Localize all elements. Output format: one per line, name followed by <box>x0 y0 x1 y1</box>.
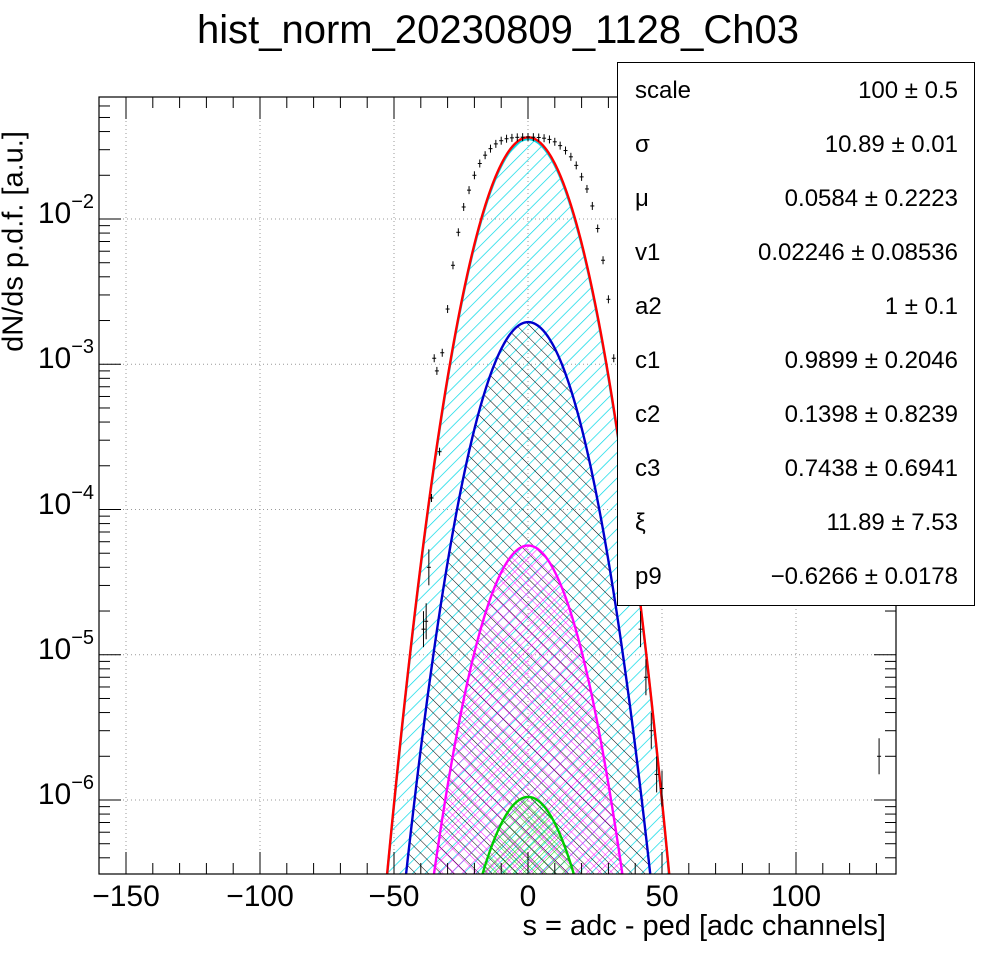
data-point <box>424 603 429 640</box>
y-axis-label: dN/ds p.d.f. [a.u.] <box>0 131 30 352</box>
data-point <box>563 146 568 155</box>
data-point <box>499 136 504 145</box>
data-point <box>445 305 450 314</box>
data-point <box>432 354 437 363</box>
data-point <box>426 549 431 586</box>
param-name: p9 <box>635 563 662 590</box>
param-name: c2 <box>635 401 661 428</box>
fit-curve-line <box>481 795 576 874</box>
param-name: v1 <box>635 239 661 266</box>
data-point <box>434 366 439 375</box>
y-tick-label: 10−5 <box>37 626 94 666</box>
fit-curve-line <box>404 320 652 874</box>
y-tick-label: 10−2 <box>37 191 94 230</box>
data-point <box>552 137 557 146</box>
param-value: 100 ± 0.5 <box>858 77 958 104</box>
param-name: ξ <box>635 509 646 536</box>
data-point <box>638 611 643 648</box>
stat-row: a2 1 ± 0.1 <box>618 279 974 333</box>
param-value: 0.7438 ± 0.6941 <box>784 455 958 482</box>
param-value: 0.1398 ± 0.8239 <box>784 401 958 428</box>
param-name: scale <box>635 77 692 104</box>
data-point <box>547 135 552 144</box>
x-axis-label: s = adc - ped [adc channels] <box>522 910 886 942</box>
data-point <box>584 184 589 193</box>
chart-title: hist_norm_20230809_1128_Ch03 <box>197 8 799 52</box>
data-point <box>536 133 541 142</box>
data-point <box>421 611 426 648</box>
param-name: c1 <box>635 347 661 374</box>
data-point <box>483 151 488 160</box>
data-point <box>488 144 493 153</box>
data-point <box>440 348 445 357</box>
x-tick-label: 0 <box>519 880 537 913</box>
param-name: σ <box>635 131 650 158</box>
data-point <box>643 659 648 696</box>
data-point <box>429 493 434 502</box>
data-point <box>568 152 573 161</box>
data-point <box>574 161 579 170</box>
data-point <box>504 134 509 143</box>
data-point <box>531 133 536 142</box>
param-value: 0.0584 ± 0.2223 <box>784 185 958 212</box>
y-tick-label: 10−6 <box>37 772 94 811</box>
data-point <box>595 224 600 233</box>
x-tick-label: −150 <box>92 880 160 913</box>
data-point <box>660 770 664 807</box>
param-value: −0.6266 ± 0.0178 <box>770 563 958 590</box>
data-point <box>649 712 654 749</box>
data-point <box>456 228 461 237</box>
y-tick-label: 10−4 <box>37 481 94 521</box>
fit-parameters-box: scale 100 ± 0.5 σ 10.89 ± 0.01 μ 0.0584 … <box>617 62 975 606</box>
data-point <box>437 447 442 456</box>
x-tick-label: −50 <box>368 880 420 913</box>
fit-curves <box>385 136 671 874</box>
param-value: 1 ± 0.1 <box>884 293 958 320</box>
x-tick-label: 50 <box>645 880 679 913</box>
x-tick-label: −100 <box>226 880 294 913</box>
data-point <box>558 141 563 150</box>
data-point <box>493 139 498 148</box>
x-tick-label: 100 <box>770 880 822 913</box>
stat-row: σ 10.89 ± 0.01 <box>618 117 974 171</box>
stat-row: c1 0.9899 ± 0.2046 <box>618 333 974 387</box>
y-tick-label: 10−3 <box>37 336 94 376</box>
data-point <box>601 256 606 265</box>
data-point <box>542 134 547 143</box>
stat-row: c3 0.7438 ± 0.6941 <box>618 441 974 495</box>
data-point <box>477 159 482 168</box>
param-value: 10.89 ± 0.01 <box>824 131 958 158</box>
data-point <box>590 201 595 210</box>
data-point <box>611 354 616 363</box>
data-point <box>520 133 525 142</box>
param-value: 0.02246 ± 0.08536 <box>757 239 958 266</box>
param-name: a2 <box>635 293 662 320</box>
data-point <box>877 738 882 775</box>
param-value: 11.89 ± 7.53 <box>826 509 959 536</box>
data-point <box>579 172 584 181</box>
stat-row: v1 0.02246 ± 0.08536 <box>618 225 974 279</box>
param-name: μ <box>635 185 649 212</box>
data-point <box>654 756 659 793</box>
data-point <box>450 261 455 270</box>
stat-row: ξ 11.89 ± 7.53 <box>618 495 974 549</box>
stat-row: p9 −0.6266 ± 0.0178 <box>618 549 974 603</box>
data-point <box>526 132 530 141</box>
param-value: 0.9899 ± 0.2046 <box>784 347 958 374</box>
stat-row: c2 0.1398 ± 0.8239 <box>618 387 974 441</box>
data-point <box>509 133 514 142</box>
data-point <box>515 133 520 142</box>
data-point <box>472 171 477 180</box>
data-point <box>606 295 611 304</box>
stat-row: μ 0.0584 ± 0.2223 <box>618 171 974 225</box>
data-point <box>461 202 466 211</box>
data-point <box>467 186 472 195</box>
fit-curve-line <box>432 544 624 874</box>
stat-row: scale 100 ± 0.5 <box>618 63 974 117</box>
param-name: c3 <box>635 455 661 482</box>
